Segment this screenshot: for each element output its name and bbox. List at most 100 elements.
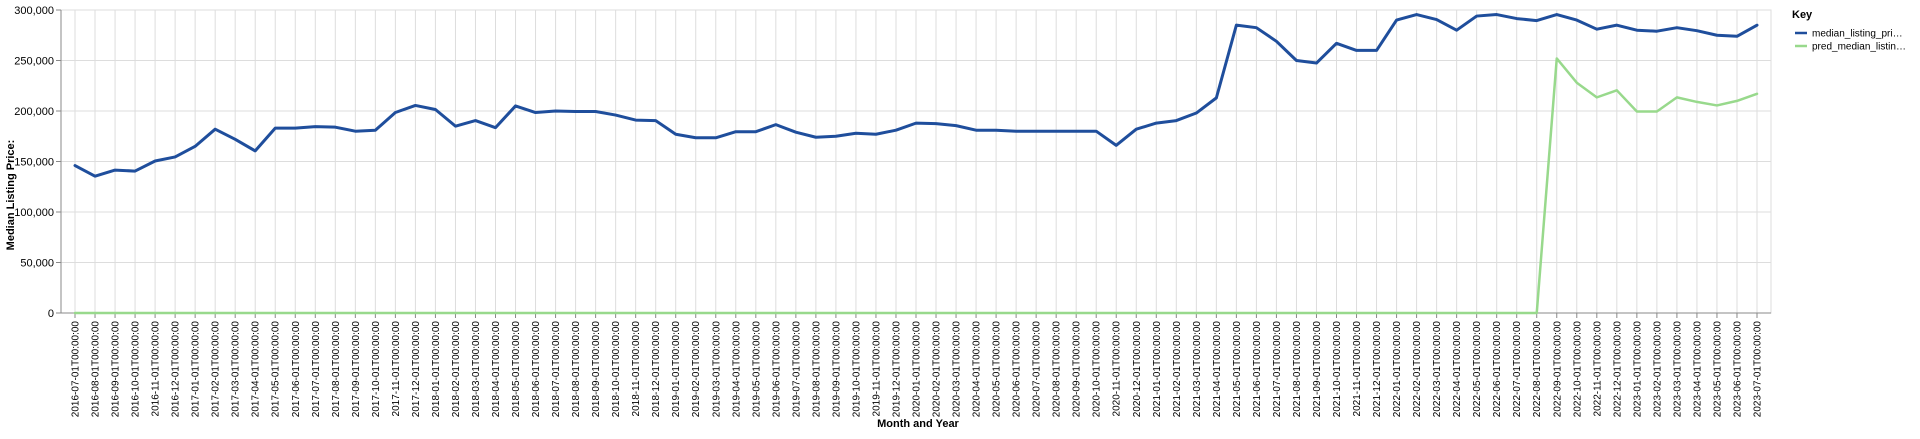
x-tick-label: 2016-07-01T00:00:00 (71, 321, 82, 418)
legend-label: pred_median_listin… (1812, 42, 1906, 53)
x-tick-label: 2023-07-01T00:00:00 (1753, 321, 1764, 418)
x-tick-label: 2019-04-01T00:00:00 (731, 321, 742, 418)
x-tick-label: 2021-07-01T00:00:00 (1272, 321, 1283, 418)
x-tick-label: 2018-01-01T00:00:00 (431, 321, 442, 418)
x-tick-label: 2023-01-01T00:00:00 (1632, 321, 1643, 418)
x-tick-label: 2020-08-01T00:00:00 (1052, 321, 1063, 418)
legend: Key median_listing_pri… pred_median_listi… (1792, 9, 1906, 53)
y-tick-label: 0 (48, 308, 54, 320)
legend-items: median_listing_pri… pred_median_listin… (1795, 29, 1906, 53)
x-tick-label: 2016-11-01T00:00:00 (151, 321, 162, 417)
x-tick-label: 2019-08-01T00:00:00 (811, 321, 822, 418)
x-tick-label: 2017-02-01T00:00:00 (211, 321, 222, 418)
x-tick-label: 2019-01-01T00:00:00 (671, 321, 682, 418)
x-tick-label: 2021-11-01T00:00:00 (1352, 321, 1363, 417)
x-tick-label: 2019-10-01T00:00:00 (851, 321, 862, 418)
x-tick-label: 2023-04-01T00:00:00 (1692, 321, 1703, 418)
x-tick-label: 2018-11-01T00:00:00 (631, 321, 642, 417)
y-tick-label: 150,000 (14, 157, 54, 169)
y-tick-label: 300,000 (14, 5, 54, 17)
x-tick-label: 2021-08-01T00:00:00 (1292, 321, 1303, 418)
x-tick-label: 2020-07-01T00:00:00 (1032, 321, 1043, 418)
x-tick-label: 2023-05-01T00:00:00 (1712, 321, 1723, 418)
legend-title: Key (1792, 9, 1813, 21)
x-tick-label: 2019-03-01T00:00:00 (711, 321, 722, 418)
x-tick-label: 2018-03-01T00:00:00 (471, 321, 482, 418)
series-line-pred-median-listing-price (73, 57, 1759, 315)
x-tick-label: 2021-12-01T00:00:00 (1372, 321, 1383, 418)
x-tick-label: 2022-03-01T00:00:00 (1432, 321, 1443, 418)
x-tick-label: 2020-03-01T00:00:00 (952, 321, 963, 418)
x-tick-label: 2018-10-01T00:00:00 (611, 321, 622, 418)
x-tick-label: 2018-12-01T00:00:00 (651, 321, 662, 418)
x-tick-label: 2021-03-01T00:00:00 (1192, 321, 1203, 418)
x-tick-label: 2017-05-01T00:00:00 (271, 321, 282, 418)
x-tick-label: 2020-11-01T00:00:00 (1112, 321, 1123, 417)
x-tick-label: 2017-01-01T00:00:00 (191, 321, 202, 418)
x-tick-label: 2022-11-01T00:00:00 (1592, 321, 1603, 417)
x-tick-label: 2019-11-01T00:00:00 (871, 321, 882, 417)
x-axis-title: Month and Year (877, 418, 959, 430)
x-tick-label: 2022-09-01T00:00:00 (1552, 321, 1563, 418)
x-tick-label: 2019-12-01T00:00:00 (891, 321, 902, 418)
x-tick-label: 2021-09-01T00:00:00 (1312, 321, 1323, 418)
x-tick-label: 2021-02-01T00:00:00 (1172, 321, 1183, 418)
grid-layer (60, 9, 1772, 314)
x-tick-label: 2017-06-01T00:00:00 (291, 321, 302, 418)
series-layer (73, 13, 1759, 315)
x-tick-label: 2016-10-01T00:00:00 (131, 321, 142, 418)
legend-label: median_listing_pri… (1812, 29, 1903, 40)
x-tick-label: 2017-11-01T00:00:00 (391, 321, 402, 417)
series-line-median-listing-price (73, 13, 1759, 178)
x-tick-label: 2020-09-01T00:00:00 (1072, 321, 1083, 418)
x-tick-label: 2022-06-01T00:00:00 (1492, 321, 1503, 418)
x-tick-label: 2017-07-01T00:00:00 (311, 321, 322, 418)
x-tick-label: 2020-06-01T00:00:00 (1012, 321, 1023, 418)
x-tick-label: 2020-04-01T00:00:00 (972, 321, 983, 418)
y-tick-label: 250,000 (14, 56, 54, 68)
x-tick-label: 2022-12-01T00:00:00 (1612, 321, 1623, 418)
x-tick-label: 2018-07-01T00:00:00 (551, 321, 562, 418)
x-tick-label: 2016-09-01T00:00:00 (111, 321, 122, 418)
x-tick-label: 2017-12-01T00:00:00 (411, 321, 422, 418)
x-tick-label: 2023-02-01T00:00:00 (1652, 321, 1663, 418)
x-tick-label: 2022-07-01T00:00:00 (1512, 321, 1523, 418)
x-tick-label: 2019-05-01T00:00:00 (751, 321, 762, 418)
x-tick-label: 2022-10-01T00:00:00 (1572, 321, 1583, 418)
x-tick-label: 2019-06-01T00:00:00 (771, 321, 782, 418)
x-tick-label: 2018-08-01T00:00:00 (571, 321, 582, 418)
x-tick-label: 2022-05-01T00:00:00 (1472, 321, 1483, 418)
x-tick-label: 2019-07-01T00:00:00 (791, 321, 802, 418)
x-tick-label: 2020-05-01T00:00:00 (992, 321, 1003, 418)
x-tick-label: 2020-12-01T00:00:00 (1132, 321, 1143, 418)
x-tick-label: 2021-10-01T00:00:00 (1332, 321, 1343, 418)
x-tick-label: 2018-09-01T00:00:00 (591, 321, 602, 418)
x-tick-label: 2021-05-01T00:00:00 (1232, 321, 1243, 418)
y-tick-label: 100,000 (14, 207, 54, 219)
x-tick-label: 2022-02-01T00:00:00 (1412, 321, 1423, 418)
x-tick-label: 2017-08-01T00:00:00 (331, 321, 342, 418)
x-tick-label: 2021-01-01T00:00:00 (1152, 321, 1163, 418)
y-axis-title: Median Listing Price: (5, 140, 17, 251)
x-tick-label: 2018-05-01T00:00:00 (511, 321, 522, 418)
x-tick-label: 2016-12-01T00:00:00 (171, 321, 182, 418)
y-tick-label: 50,000 (20, 258, 54, 270)
x-tick-label: 2018-02-01T00:00:00 (451, 321, 462, 418)
y-tick-label: 200,000 (14, 106, 54, 118)
x-tick-label: 2017-03-01T00:00:00 (231, 321, 242, 418)
x-tick-label: 2018-06-01T00:00:00 (531, 321, 542, 418)
x-tick-label: 2017-04-01T00:00:00 (251, 321, 262, 418)
x-tick-label: 2022-01-01T00:00:00 (1392, 321, 1403, 418)
x-tick-label: 2020-10-01T00:00:00 (1092, 321, 1103, 418)
x-tick-label: 2021-04-01T00:00:00 (1212, 321, 1223, 418)
x-tick-label: 2023-06-01T00:00:00 (1732, 321, 1743, 418)
x-tick-label: 2019-02-01T00:00:00 (691, 321, 702, 418)
x-tick-label: 2016-08-01T00:00:00 (91, 321, 102, 418)
x-tick-label: 2018-04-01T00:00:00 (491, 321, 502, 418)
x-tick-label: 2017-10-01T00:00:00 (371, 321, 382, 418)
x-tick-label: 2022-08-01T00:00:00 (1532, 321, 1543, 418)
x-tick-label: 2023-03-01T00:00:00 (1672, 321, 1683, 418)
axis-layer: 0 50,000 100,000 150,000 200,000 250,000 300,0… (14, 5, 1771, 417)
